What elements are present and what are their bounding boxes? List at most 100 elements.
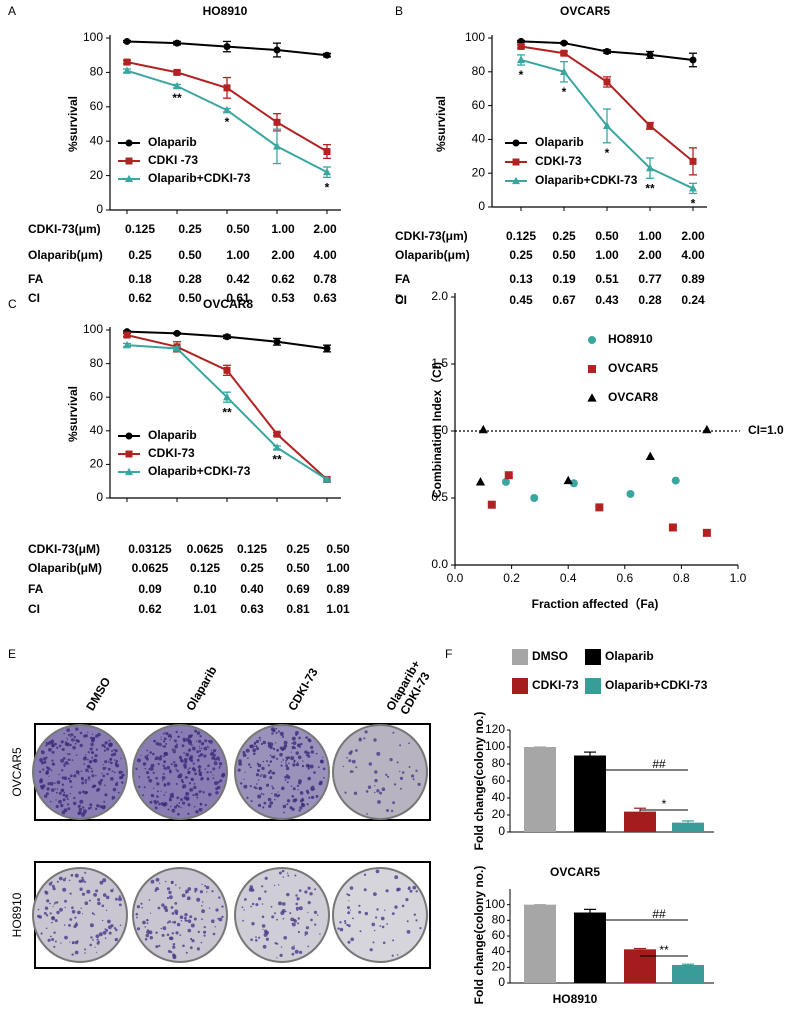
colony: [295, 751, 299, 755]
colony: [63, 776, 68, 780]
colony: [182, 944, 185, 948]
colony: [274, 798, 276, 801]
colony: [146, 930, 150, 934]
colony: [292, 763, 296, 767]
colony: [351, 770, 354, 773]
colony: [164, 752, 169, 756]
colony: [69, 918, 73, 921]
table-cell: 1.00: [271, 222, 295, 236]
colony: [219, 765, 221, 768]
colony: [298, 736, 301, 740]
marker: [702, 424, 712, 434]
reference-label: CI=1.0: [748, 423, 784, 437]
table-cell: 0.61: [226, 291, 250, 305]
colony: [256, 788, 258, 790]
colony: [62, 887, 67, 892]
colony: [91, 912, 94, 915]
colony: [48, 741, 52, 745]
table-cell: 0.0625: [187, 542, 224, 556]
colony: [192, 762, 195, 765]
colony: [138, 785, 141, 789]
bar: [624, 949, 656, 983]
colony: [64, 742, 69, 746]
colony: [91, 733, 94, 735]
colony: [191, 939, 195, 943]
colony: [249, 744, 254, 749]
colony: [390, 809, 394, 813]
colony: [115, 759, 119, 763]
colony: [63, 924, 66, 926]
colony: [392, 731, 395, 734]
marker: [124, 467, 134, 476]
colony: [285, 762, 287, 764]
colony: [99, 880, 104, 885]
colony: [322, 756, 324, 758]
colony: [167, 808, 170, 811]
y-tick-label: 60: [492, 773, 506, 787]
colony: [171, 921, 174, 924]
colony: [120, 775, 124, 779]
colony: [173, 763, 178, 768]
colony: [118, 897, 122, 902]
colony: [279, 746, 283, 750]
colony: [298, 889, 302, 892]
colony: [111, 750, 114, 752]
colony: [196, 731, 201, 735]
colony: [297, 917, 300, 920]
colony: [387, 775, 390, 778]
colony: [170, 805, 172, 808]
colony: [399, 770, 401, 773]
colony: [187, 748, 192, 752]
colony: [180, 798, 183, 802]
colony: [60, 758, 64, 763]
x-tick-label: 0.4: [560, 571, 577, 585]
colony: [218, 896, 221, 899]
colony: [45, 927, 48, 930]
colony: [298, 779, 302, 783]
colony: [81, 876, 84, 880]
colony: [118, 770, 122, 775]
colony: [70, 785, 73, 788]
colony: [279, 752, 283, 757]
colony: [285, 766, 290, 771]
colony: [413, 913, 416, 916]
colony: [51, 916, 55, 920]
colony: [44, 794, 48, 798]
colony: [175, 931, 179, 935]
colony: [279, 953, 283, 957]
colony: [84, 901, 89, 905]
colony: [342, 765, 345, 768]
colony: [108, 739, 111, 742]
colony: [291, 946, 295, 950]
colony: [157, 762, 160, 766]
colony: [208, 792, 212, 797]
marker: [125, 450, 133, 458]
colony: [166, 765, 170, 770]
colony: [286, 803, 289, 806]
colony: [304, 737, 307, 739]
colony: [253, 745, 255, 747]
colony: [98, 780, 102, 785]
colony: [150, 763, 155, 768]
table-cell: 0.25: [240, 561, 264, 575]
colony: [163, 737, 167, 741]
colony: [400, 787, 402, 790]
colony: [366, 813, 369, 815]
colony: [195, 810, 199, 814]
colony: [278, 871, 282, 875]
colony: [71, 909, 76, 914]
colonies: [37, 871, 122, 956]
colony: [272, 729, 276, 733]
colony: [347, 906, 350, 910]
colony: [255, 936, 257, 938]
colony: [299, 746, 301, 748]
colony-plate: [132, 867, 228, 963]
colony: [194, 772, 197, 776]
colony: [113, 927, 117, 930]
colony: [392, 801, 395, 805]
colony: [170, 763, 173, 766]
colony: [256, 783, 258, 785]
colony: [290, 751, 292, 753]
colony: [56, 788, 59, 790]
y-axis-label: Fold change(colony no.): [472, 712, 486, 851]
